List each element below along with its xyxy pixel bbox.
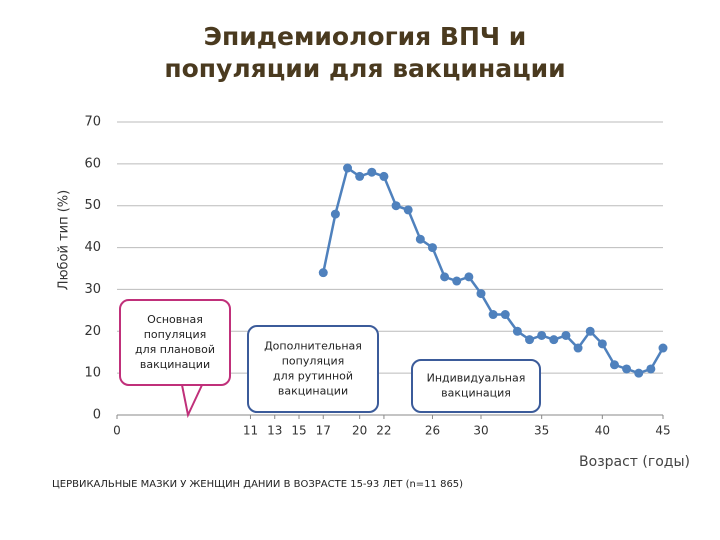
y-tick-label: 50: [84, 198, 101, 213]
point: [525, 335, 535, 345]
chart-title: популяции для вакцинации: [164, 54, 565, 83]
x-tick-label: 30: [473, 424, 488, 438]
annotation-text: популяция: [282, 355, 345, 368]
point: [415, 234, 425, 244]
point: [549, 335, 559, 345]
point: [537, 330, 547, 340]
annotation-text: для плановой: [135, 343, 215, 356]
y-tick-label: 20: [84, 324, 101, 339]
x-tick-label: 0: [113, 424, 121, 438]
point: [427, 243, 437, 253]
annotation-text: Индивидуальная: [427, 372, 526, 385]
y-tick-label: 10: [84, 366, 101, 381]
x-tick-label: 26: [425, 424, 440, 438]
x-tick-label: 15: [291, 424, 306, 438]
x-tick-label: 17: [316, 424, 331, 438]
point: [658, 343, 668, 353]
point: [379, 171, 389, 181]
x-axis-label: Возраст (годы): [579, 454, 690, 470]
annotation-text: для рутинной: [273, 370, 353, 383]
point: [634, 368, 644, 378]
point: [561, 330, 571, 340]
annotation-text: вакцинация: [441, 387, 511, 400]
y-tick-label: 70: [84, 115, 101, 130]
x-tick-label: 11: [243, 424, 258, 438]
x-tick-label: 45: [655, 424, 670, 438]
point: [391, 201, 401, 211]
y-tick-label: 40: [84, 240, 101, 255]
y-tick-label: 60: [84, 156, 101, 171]
y-tick-label: 30: [84, 282, 101, 297]
annotation-text: Дополнительная: [264, 340, 362, 353]
point: [646, 364, 656, 374]
x-tick-label: 35: [534, 424, 549, 438]
annotation-box: [119, 299, 231, 386]
y-axis-label: Любой тип (%): [57, 190, 72, 290]
chart-title: Эпидемиология ВПЧ и: [204, 22, 527, 51]
point: [403, 205, 413, 215]
annotation-box: [247, 325, 379, 413]
x-tick-label: 13: [267, 424, 282, 438]
point: [585, 326, 595, 336]
point: [440, 272, 450, 282]
point: [597, 339, 607, 349]
point: [476, 289, 486, 299]
point: [464, 272, 474, 282]
point: [573, 343, 583, 353]
annotation-text: Основная: [147, 313, 203, 326]
point: [609, 360, 619, 370]
point: [355, 171, 365, 181]
point: [488, 310, 498, 320]
x-tick-label: 40: [595, 424, 610, 438]
annotation-text: вакцинации: [140, 358, 210, 371]
y-tick-label: 0: [93, 408, 101, 423]
footnote: ЦЕРВИКАЛЬНЫЕ МАЗКИ У ЖЕНЩИН ДАНИИ В ВОЗР…: [52, 479, 463, 490]
point: [343, 163, 353, 173]
annotation-pointer: [181, 384, 203, 419]
point: [452, 276, 462, 286]
point: [330, 209, 340, 219]
x-tick-label: 22: [376, 424, 391, 438]
x-tick-label: 20: [352, 424, 367, 438]
point: [500, 310, 510, 320]
point: [318, 268, 328, 278]
point: [622, 364, 632, 374]
annotation-text: вакцинации: [278, 385, 348, 398]
annotation-box: [411, 359, 541, 413]
point: [367, 167, 377, 177]
point: [512, 326, 522, 336]
annotation-text: популяция: [144, 328, 207, 341]
